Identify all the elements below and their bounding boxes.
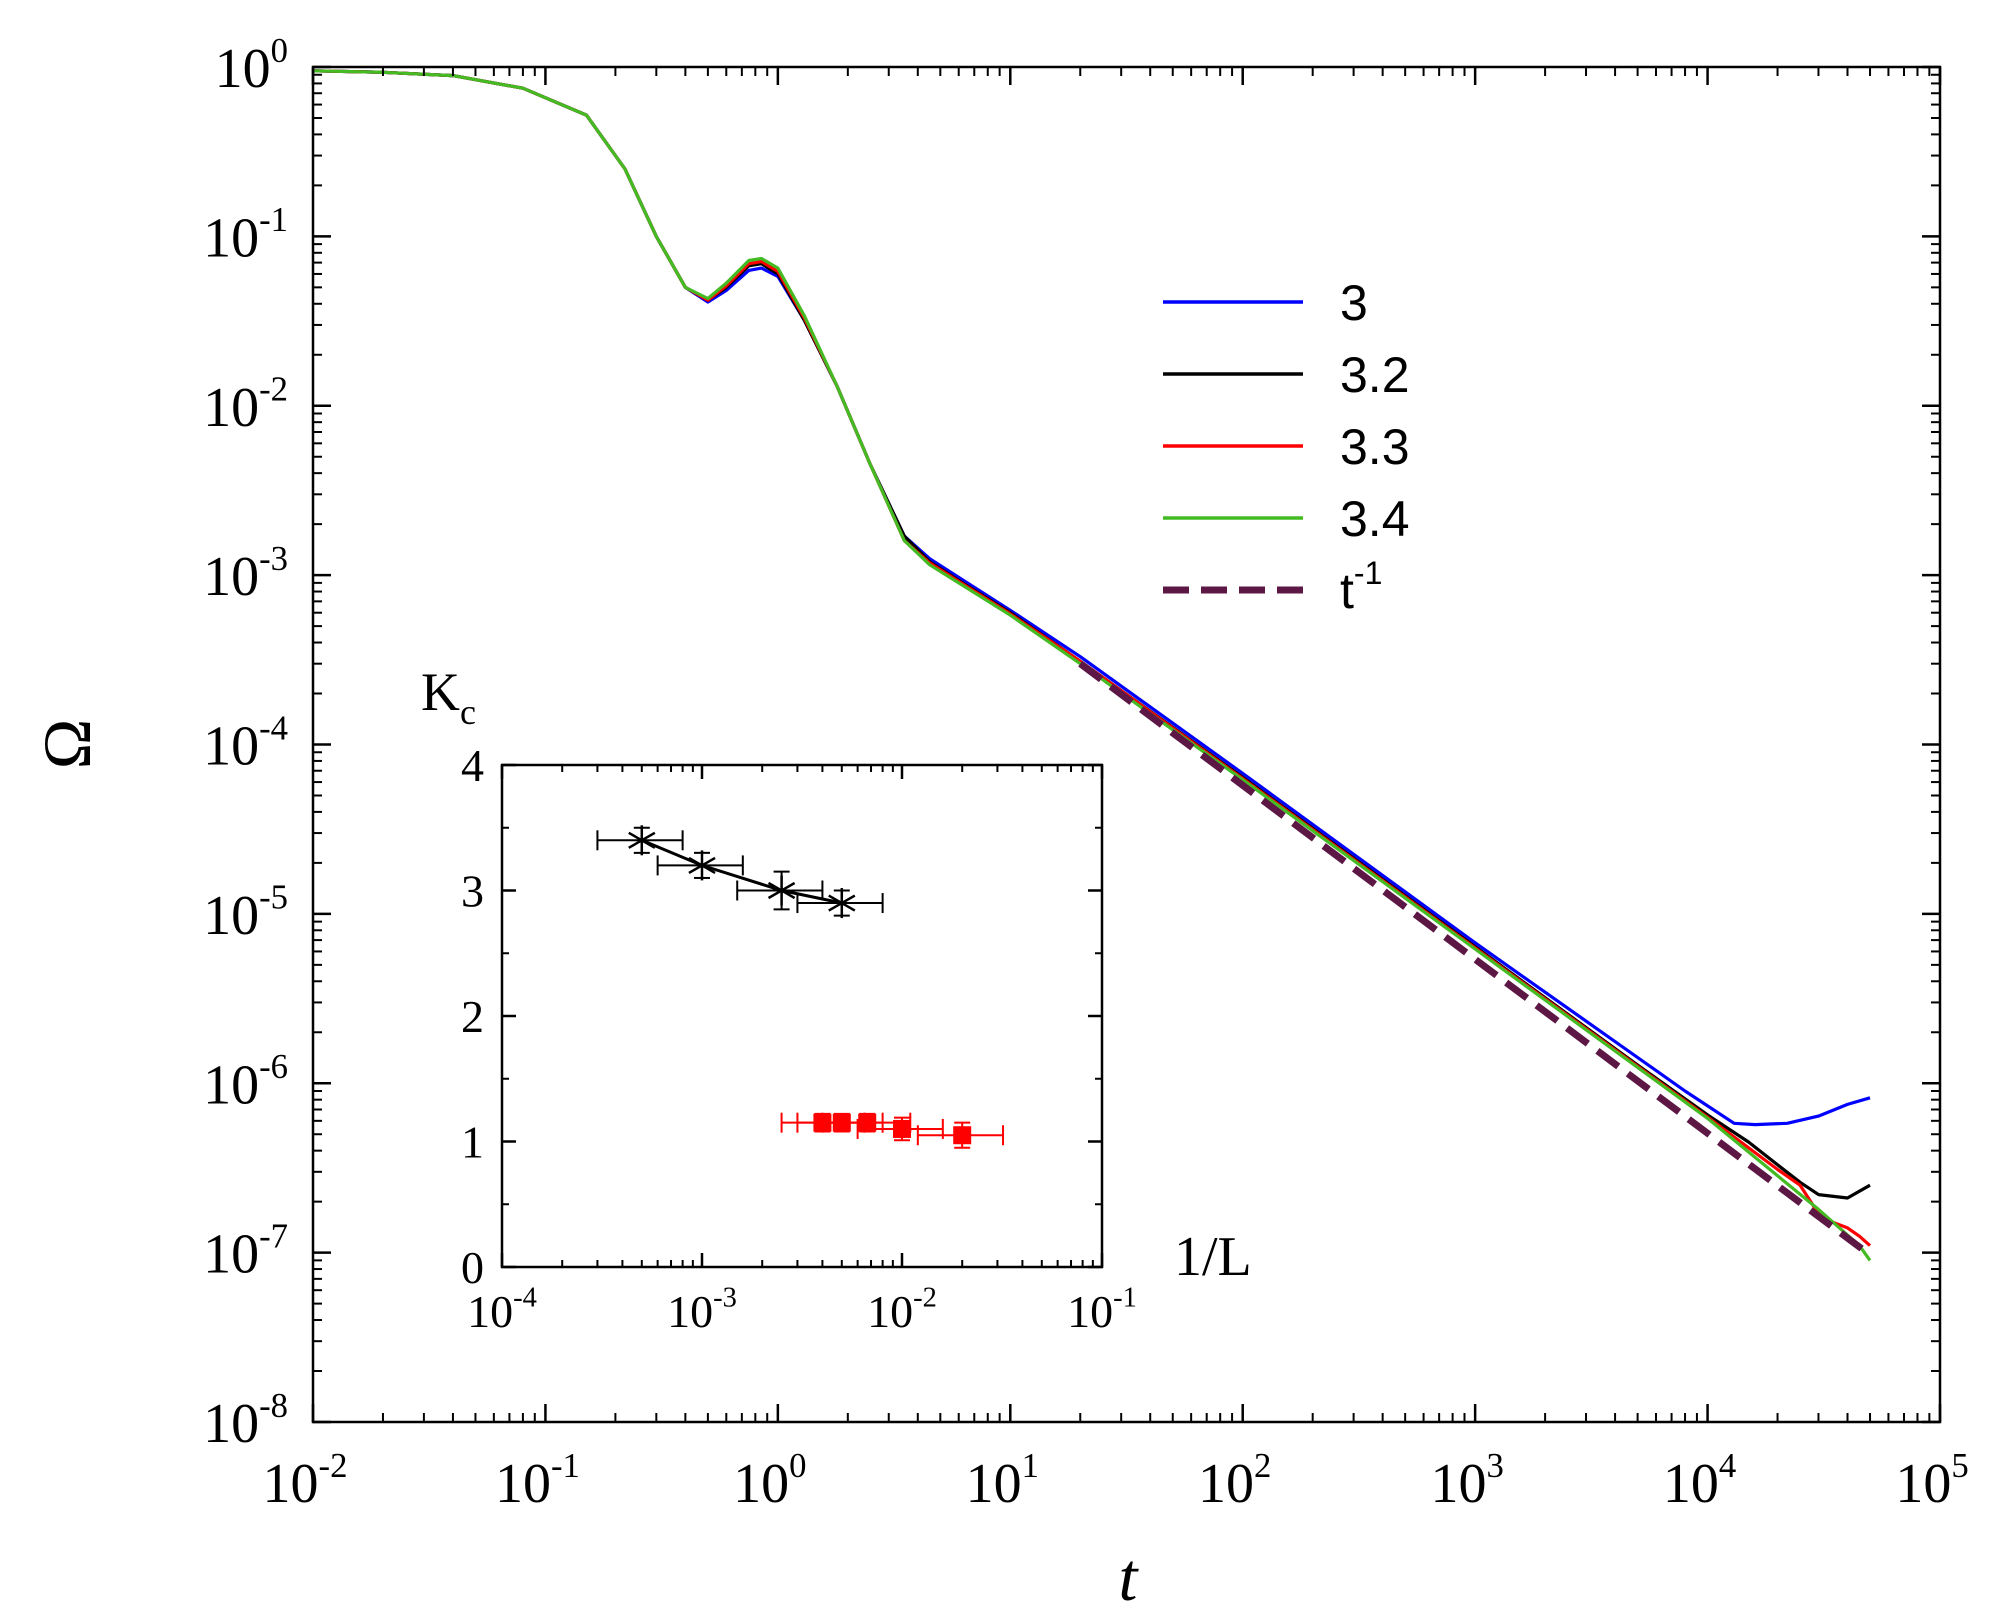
main-series-group	[312, 69, 1873, 1262]
main-y-tick-label: 100	[215, 31, 288, 100]
legend-label-3: 3.4	[1340, 491, 1410, 547]
main-y-tick-label: 10-5	[203, 878, 288, 947]
main-x-tick-label: 102	[1198, 1446, 1271, 1515]
inset-x-axis-label: 1/L	[1174, 1226, 1252, 1288]
inset-square-marker	[858, 1113, 877, 1132]
main-x-tick-label: 10-1	[495, 1446, 580, 1515]
legend-label-2: 3.3	[1340, 419, 1410, 475]
inset-square-marker	[953, 1126, 972, 1145]
main-y-tick-label: 10-6	[203, 1047, 288, 1116]
inset-point-1-4	[916, 1121, 1005, 1149]
legend: 3 3.2 3.3 3.4 t-1	[1163, 275, 1410, 619]
inset-point-0-1	[656, 850, 744, 881]
inset-fit-line-0	[641, 838, 843, 905]
inset-x-tick-label: 10-1	[1067, 1282, 1137, 1337]
inset-y-tick-label: 1	[461, 1117, 484, 1168]
inset-x-tick-label: 10-4	[467, 1282, 537, 1337]
inset-y-tick-label: 0	[461, 1242, 484, 1293]
main-x-tick-label: 101	[966, 1446, 1039, 1515]
inset-point-0-3	[796, 888, 884, 919]
main-y-tick-label: 10-2	[203, 370, 288, 439]
x-axis-label: t	[1119, 1539, 1140, 1615]
main-y-tick-label: 10-1	[203, 200, 288, 269]
main-x-tick-label: 10-2	[263, 1446, 348, 1515]
main-x-tick-label: 104	[1663, 1446, 1736, 1515]
inset-y-tick-label: 4	[461, 740, 484, 791]
legend-label-4: t-1	[1340, 555, 1382, 619]
inset-star-stroke	[688, 856, 716, 874]
main-y-tick-label: 10-7	[203, 1216, 288, 1285]
inset-y-tick-label: 3	[461, 866, 484, 917]
inset-star-stroke	[767, 881, 796, 900]
main-y-tick-label: 10-3	[203, 539, 288, 608]
main-y-tick-label: 10-4	[203, 708, 288, 777]
main-x-tick-label: 100	[733, 1446, 806, 1515]
main-series-line-4	[1078, 660, 1873, 1258]
inset-y-tick-label: 2	[461, 991, 484, 1042]
inset-point-0-2	[736, 870, 824, 911]
y-axis-label: Ω	[29, 719, 105, 770]
inset-point-0-0	[596, 825, 684, 856]
main-x-tick-label: 103	[1430, 1446, 1503, 1515]
main-y-tick-label: 10-8	[203, 1386, 288, 1455]
inset-y-axis-label-subscript: c	[460, 692, 476, 732]
inset-point-1-3	[856, 1116, 944, 1142]
main-x-tick-label: 105	[1895, 1446, 1968, 1515]
legend-label-0: 3	[1340, 275, 1368, 331]
inset-star-stroke	[628, 831, 656, 849]
inset-ticks-group: 10-4 10-3 10-2 10-1 0 1 2 3 4	[461, 740, 1137, 1337]
main-series-line-3	[312, 69, 1872, 1262]
inset-background	[502, 765, 1102, 1267]
inset-y-axis-label: Kc	[421, 662, 476, 732]
inset-square-marker	[893, 1119, 911, 1138]
legend-label-1: 3.2	[1340, 347, 1410, 403]
inset-y-axis-label-main: K	[421, 662, 460, 722]
inset-x-tick-label: 10-3	[667, 1282, 737, 1337]
inset-series-group	[596, 825, 1005, 1149]
inset-x-tick-label: 10-2	[867, 1282, 937, 1337]
inset-star-stroke	[828, 894, 856, 912]
main-ticks-group: 10-2 10-1 100 101 102 103 104 10510010-110-210-…	[203, 31, 1969, 1515]
